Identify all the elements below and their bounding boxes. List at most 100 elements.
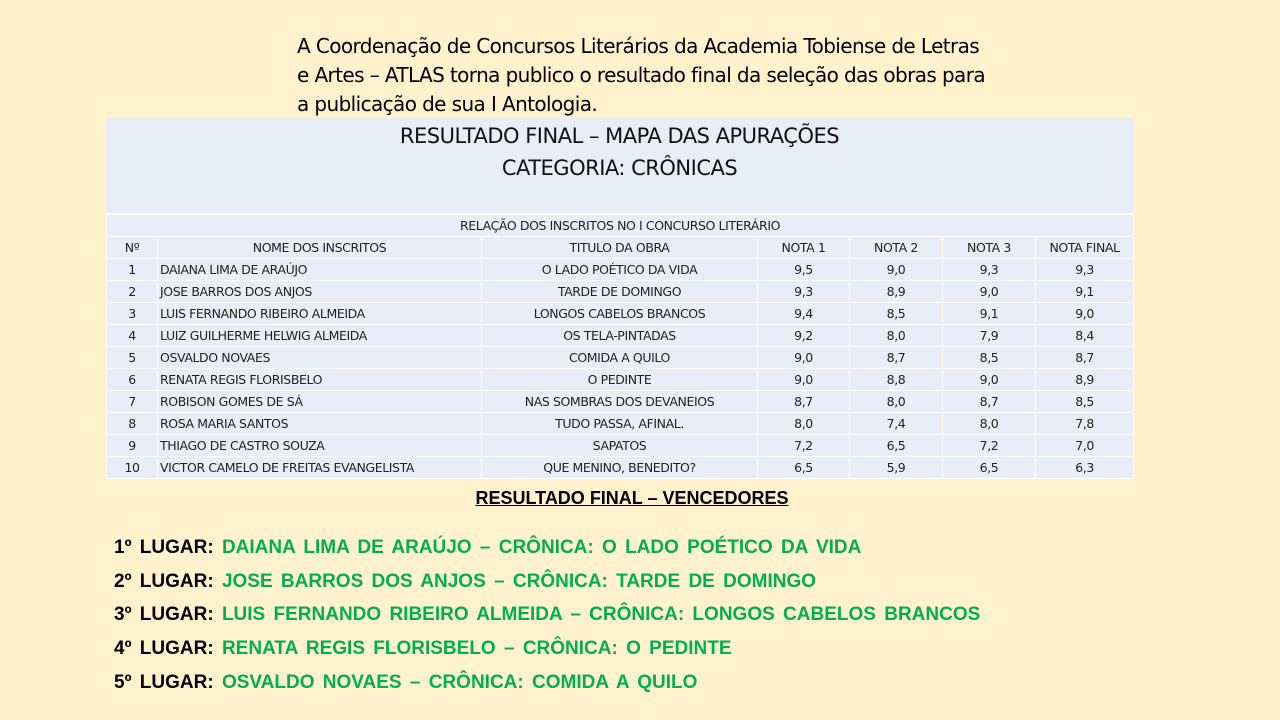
column-header: NOME DOS INSCRITOS: [157, 236, 482, 259]
table-cell: TARDE DE DOMINGO: [481, 280, 758, 303]
table-cell: 8,0: [942, 412, 1036, 435]
table-cell: O PEDINTE: [481, 368, 758, 391]
table-title: RESULTADO FINAL – MAPA DAS APURAÇÕES: [399, 124, 840, 148]
table-cell: 9: [106, 434, 158, 457]
column-header: NOTA 2: [849, 236, 943, 259]
table-cell: 9,0: [942, 368, 1036, 391]
table-cell: 8,9: [849, 280, 943, 303]
table-row: 2 JOSE BARROS DOS ANJOS TARDE DE DOMINGO 9,…: [106, 280, 1135, 303]
table-row: 7 ROBISON GOMES DE SÁ NAS SOMBRAS DOS DEVA…: [106, 390, 1135, 413]
table-cell: 8,7: [757, 390, 850, 413]
table-cell: 9,3: [1034, 258, 1135, 281]
winners-heading: RESULTADO FINAL – VENCEDORES: [475, 488, 789, 508]
table-cell: 9,2: [757, 324, 850, 347]
table-cell: 8,8: [849, 368, 943, 391]
table-subtitle: CATEGORIA: CRÔNICAS: [501, 156, 738, 180]
table-cell: 8,0: [849, 390, 943, 413]
table-cell: 9,0: [849, 258, 943, 281]
table-cell: 8,5: [849, 302, 943, 325]
table-cell: 9,4: [757, 302, 850, 325]
winner-line: 1º LUGAR: DAIANA LIMA DE ARAÚJO – CRÔNIC…: [114, 537, 861, 559]
table-cell: LONGOS CABELOS BRANCOS: [481, 302, 758, 325]
table-cell: 8,9: [1034, 368, 1135, 391]
table-cell: 6,5: [942, 456, 1036, 479]
table-cell: COMIDA A QUILO: [481, 346, 758, 369]
table-cell: 9,3: [757, 280, 850, 303]
table-cell: 8,7: [849, 346, 943, 369]
column-header: Nº: [106, 236, 158, 259]
table-caption: RELAÇÃO DOS INSCRITOS NO I CONCURSO LITE…: [105, 214, 1135, 237]
winner-line: 4º LUGAR: RENATA REGIS FLORISBELO – CRÔN…: [114, 638, 732, 660]
table-cell: 8,7: [1034, 346, 1135, 369]
table-cell: OSVALDO NOVAES: [157, 346, 482, 369]
table-cell: 8,0: [757, 412, 850, 435]
table-cell: 8,5: [1034, 390, 1135, 413]
column-header: NOTA 1: [757, 236, 850, 259]
table-cell: 8,7: [942, 390, 1036, 413]
table-cell: LUIS FERNANDO RIBEIRO ALMEIDA: [157, 302, 482, 325]
table-cell: 9,0: [942, 280, 1036, 303]
winner-entry: JOSE BARROS DOS ANJOS – CRÔNICA: TARDE D…: [221, 571, 817, 592]
table-cell: 5,9: [849, 456, 943, 479]
winner-line: 5º LUGAR: OSVALDO NOVAES – CRÔNICA: COMI…: [114, 672, 697, 694]
table-cell: 6,3: [1034, 456, 1135, 479]
table-cell: 6,5: [849, 434, 943, 457]
table-cell: 9,1: [1034, 280, 1135, 303]
column-header: TITULO DA OBRA: [481, 236, 758, 259]
table-cell: SAPATOS: [481, 434, 758, 457]
table-cell: 9,5: [757, 258, 850, 281]
table-cell: O LADO POÉTICO DA VIDA: [481, 258, 758, 281]
announcement-text: A Coordenação de Concursos Literários da…: [297, 32, 1037, 119]
results-table: RESULTADO FINAL – MAPA DAS APURAÇÕES CAT…: [105, 118, 1135, 479]
table-row: 8 ROSA MARIA SANTOS TUDO PASSA, AFINAL. 8,0…: [106, 412, 1135, 435]
table-cell: 5: [106, 346, 158, 369]
table-cell: 9,0: [757, 346, 850, 369]
table-cell: 9,3: [942, 258, 1036, 281]
table-title-block: RESULTADO FINAL – MAPA DAS APURAÇÕES CAT…: [106, 118, 1133, 214]
table-cell: 8: [106, 412, 158, 435]
table-cell: JOSE BARROS DOS ANJOS: [157, 280, 482, 303]
table-cell: 2: [106, 280, 158, 303]
winner-entry: OSVALDO NOVAES – CRÔNICA: COMIDA A QUILO: [221, 672, 698, 693]
table-cell: 1: [106, 258, 158, 281]
table-row: 3 LUIS FERNANDO RIBEIRO ALMEIDA LONGOS CAB…: [106, 302, 1135, 325]
table-cell: 7,9: [942, 324, 1036, 347]
table-cell: QUE MENINO, BENEDITO?: [481, 456, 758, 479]
table-cell: NAS SOMBRAS DOS DEVANEIOS: [481, 390, 758, 413]
table-cell: 7: [106, 390, 158, 413]
table-cell: 9,0: [1034, 302, 1135, 325]
table-cell: 7,2: [942, 434, 1036, 457]
table-cell: OS TELA-PINTADAS: [481, 324, 758, 347]
table-cell: 7,4: [849, 412, 943, 435]
table-cell: 6,5: [757, 456, 850, 479]
winner-place: 1º LUGAR:: [114, 537, 214, 558]
table-cell: ROBISON GOMES DE SÁ: [157, 390, 482, 413]
table-cell: ROSA MARIA SANTOS: [157, 412, 482, 435]
table-cell: LUIZ GUILHERME HELWIG ALMEIDA: [157, 324, 482, 347]
winner-place: 3º LUGAR:: [114, 604, 214, 625]
table-row: 6 RENATA REGIS FLORISBELO O PEDINTE 9,0 8,8 9…: [106, 368, 1135, 391]
table-cell: 4: [106, 324, 158, 347]
winner-place: 2º LUGAR:: [114, 571, 214, 592]
column-header: NOTA 3: [942, 236, 1036, 259]
winner-entry: RENATA REGIS FLORISBELO – CRÔNICA: O PED…: [221, 638, 732, 659]
table-row: 10 VICTOR CAMELO DE FREITAS EVANGELISTA QU…: [106, 456, 1135, 479]
table-row: 1 DAIANA LIMA DE ARAÚJO O LADO POÉTICO DA …: [106, 258, 1135, 281]
winner-line: 2º LUGAR: JOSE BARROS DOS ANJOS – CRÔNIC…: [114, 571, 816, 593]
table-row: 5 OSVALDO NOVAES COMIDA A QUILO 9,0 8,7 8,5 8,…: [106, 346, 1135, 369]
table-cell: DAIANA LIMA DE ARAÚJO: [157, 258, 482, 281]
table-row: 9 THIAGO DE CASTRO SOUZA SAPATOS 7,2 6,5 7,2 7…: [106, 434, 1135, 457]
table-cell: TUDO PASSA, AFINAL.: [481, 412, 758, 435]
table-cell: 8,5: [942, 346, 1036, 369]
table-cell: 8,0: [849, 324, 943, 347]
column-header: NOTA FINAL: [1034, 236, 1135, 259]
winner-line: 3º LUGAR: LUIS FERNANDO RIBEIRO ALMEIDA …: [114, 604, 980, 626]
table-cell: 10: [106, 456, 158, 479]
table-cell: 6: [106, 368, 158, 391]
announcement-line: A Coordenação de Concursos Literários da…: [297, 34, 980, 58]
table-cell: 8,4: [1034, 324, 1135, 347]
winner-place: 4º LUGAR:: [114, 638, 214, 659]
table-cell: THIAGO DE CASTRO SOUZA: [157, 434, 482, 457]
table-cell: 7,8: [1034, 412, 1135, 435]
table-cell: 7,0: [1034, 434, 1135, 457]
